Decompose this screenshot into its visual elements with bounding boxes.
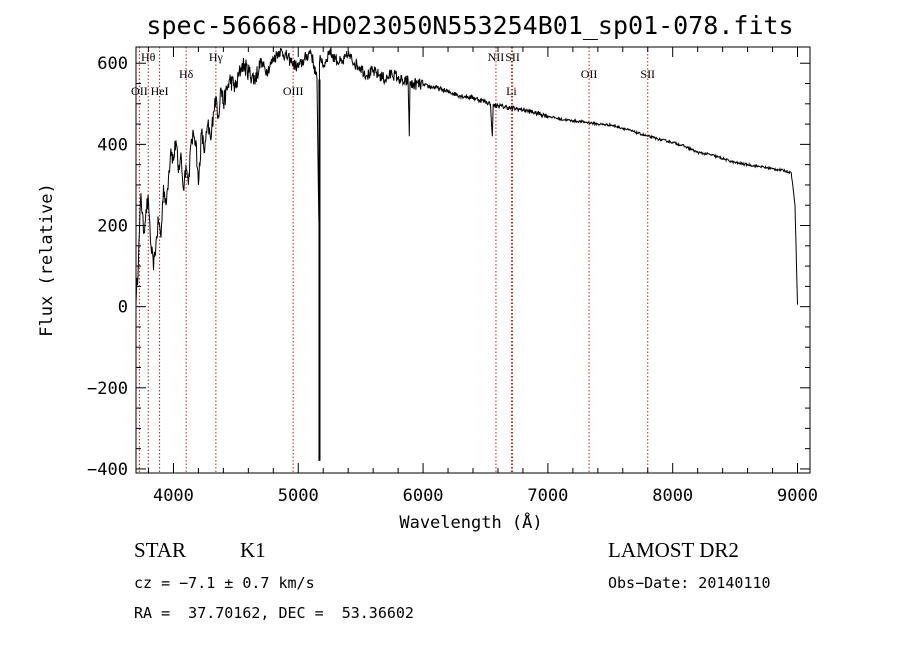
line-marker-label-8: Li <box>506 84 517 98</box>
y-tick-label: −200 <box>87 379 128 399</box>
chart-title: spec-56668-HD023050N553254B01_sp01-078.f… <box>146 11 793 40</box>
object-subclass: K1 <box>240 538 266 562</box>
spectrum-line <box>135 47 798 305</box>
x-tick-label: 7000 <box>527 486 568 506</box>
y-tick-label: 400 <box>97 135 128 155</box>
coordinates: RA = 37.70162, DEC = 53.36602 <box>134 604 414 622</box>
object-class: STAR <box>134 538 186 562</box>
line-marker-label-9: OII <box>581 67 598 81</box>
y-tick-label: 200 <box>97 217 128 237</box>
line-marker-label-3: Hδ <box>179 67 194 81</box>
line-marker-label-10: SII <box>640 67 655 81</box>
x-tick-label: 5000 <box>278 486 319 506</box>
survey-name: LAMOST DR2 <box>608 538 739 562</box>
line-marker-label-2: HeI <box>151 84 169 98</box>
redshift-cz: cz = −7.1 ± 0.7 km/s <box>134 574 315 592</box>
y-tick-label: −400 <box>87 460 128 480</box>
x-tick-label: 8000 <box>652 486 693 506</box>
line-marker-label-5: OIII <box>283 84 304 98</box>
x-axis-label: Wavelength (Å) <box>399 511 542 533</box>
line-marker-label-0: Hθ <box>141 50 156 64</box>
line-marker-label-1: OII <box>131 84 148 98</box>
x-tick-label: 9000 <box>777 486 818 506</box>
line-marker-label-6: NII <box>488 50 505 64</box>
observation-date: Obs−Date: 20140110 <box>608 574 771 592</box>
plot-frame <box>135 46 811 474</box>
line-marker-label-4: Hγ <box>209 50 224 64</box>
line-marker-label-7: SII <box>505 50 520 64</box>
y-tick-label: 600 <box>97 54 128 74</box>
y-tick-label: 0 <box>118 298 128 318</box>
x-tick-label: 6000 <box>403 486 444 506</box>
x-tick-label: 4000 <box>153 486 194 506</box>
y-axis-label: Flux (relative) <box>37 183 57 337</box>
axes: 4000 5000 6000 7000 8000 9000 −400 −200 0 200 400 6… <box>87 47 818 506</box>
